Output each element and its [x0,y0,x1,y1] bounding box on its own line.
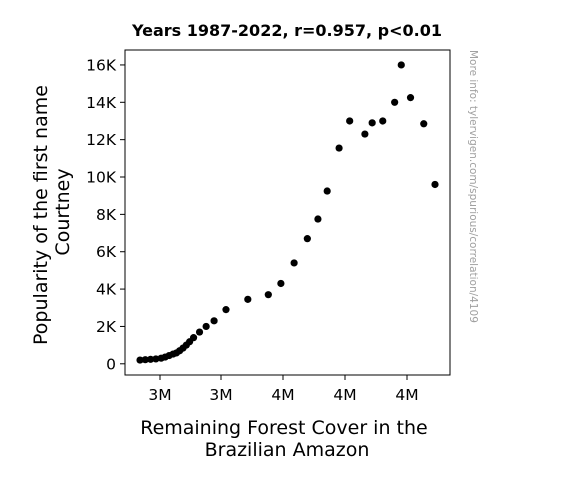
data-point [189,334,198,342]
data-point [303,235,311,243]
data-point [141,356,149,364]
data-point [361,130,369,138]
y-tick-label: 16K [86,56,117,74]
x-tick-label: 4M [395,386,418,404]
data-point [431,180,439,189]
x-axis-ticks: 3M 3M 4M 4M 4M [148,375,419,404]
y-tick-label: 4K [96,281,117,299]
data-point [290,259,298,267]
y-tick-label: 6K [96,243,117,261]
x-tick-label: 3M [209,386,232,404]
y-tick-label: 0 [106,355,116,373]
data-point [397,61,405,69]
x-tick-label: 3M [148,386,171,404]
data-point [202,322,210,331]
x-axis-label-line-1: Remaining Forest Cover in the [140,417,428,439]
watermark: More info: tylervigen.com/spurious/corre… [467,50,479,323]
y-tick-label: 8K [96,206,117,224]
y-tick-label: 10K [86,169,117,187]
plot-area [124,49,451,376]
data-point [136,356,144,364]
data-point [368,119,376,127]
y-tick-label: 2K [96,318,117,336]
data-point [210,317,218,325]
data-point [195,328,204,336]
chart-title: Years 1987-2022, r=0.957, p<0.01 [131,21,442,40]
y-axis-label-line-1: Popularity of the first name [30,85,52,345]
x-tick-label: 4M [333,386,356,404]
data-point [391,98,399,106]
data-point [152,355,160,363]
y-axis-label: Popularity of the first name Courtney [30,79,74,345]
y-axis-ticks: 0 2K 4K 6K 8K 10K 12K 14K 16K [86,56,125,373]
data-point [314,215,322,223]
data-points [136,61,439,364]
data-point [222,306,230,314]
data-point [323,187,331,195]
x-axis-label: Remaining Forest Cover in the Brazilian … [140,417,434,461]
x-tick-label: 4M [271,386,294,404]
data-point [335,144,343,152]
data-point [420,120,428,128]
data-point [146,355,155,363]
data-point [264,291,272,299]
y-tick-label: 12K [86,131,117,149]
data-point [244,295,252,303]
y-axis-label-line-2: Courtney [52,168,74,255]
data-point [406,94,415,102]
data-point [379,117,387,125]
data-point [346,117,354,125]
y-tick-label: 14K [86,94,117,112]
data-point [277,279,285,288]
x-axis-label-line-2: Brazilian Amazon [205,439,370,461]
